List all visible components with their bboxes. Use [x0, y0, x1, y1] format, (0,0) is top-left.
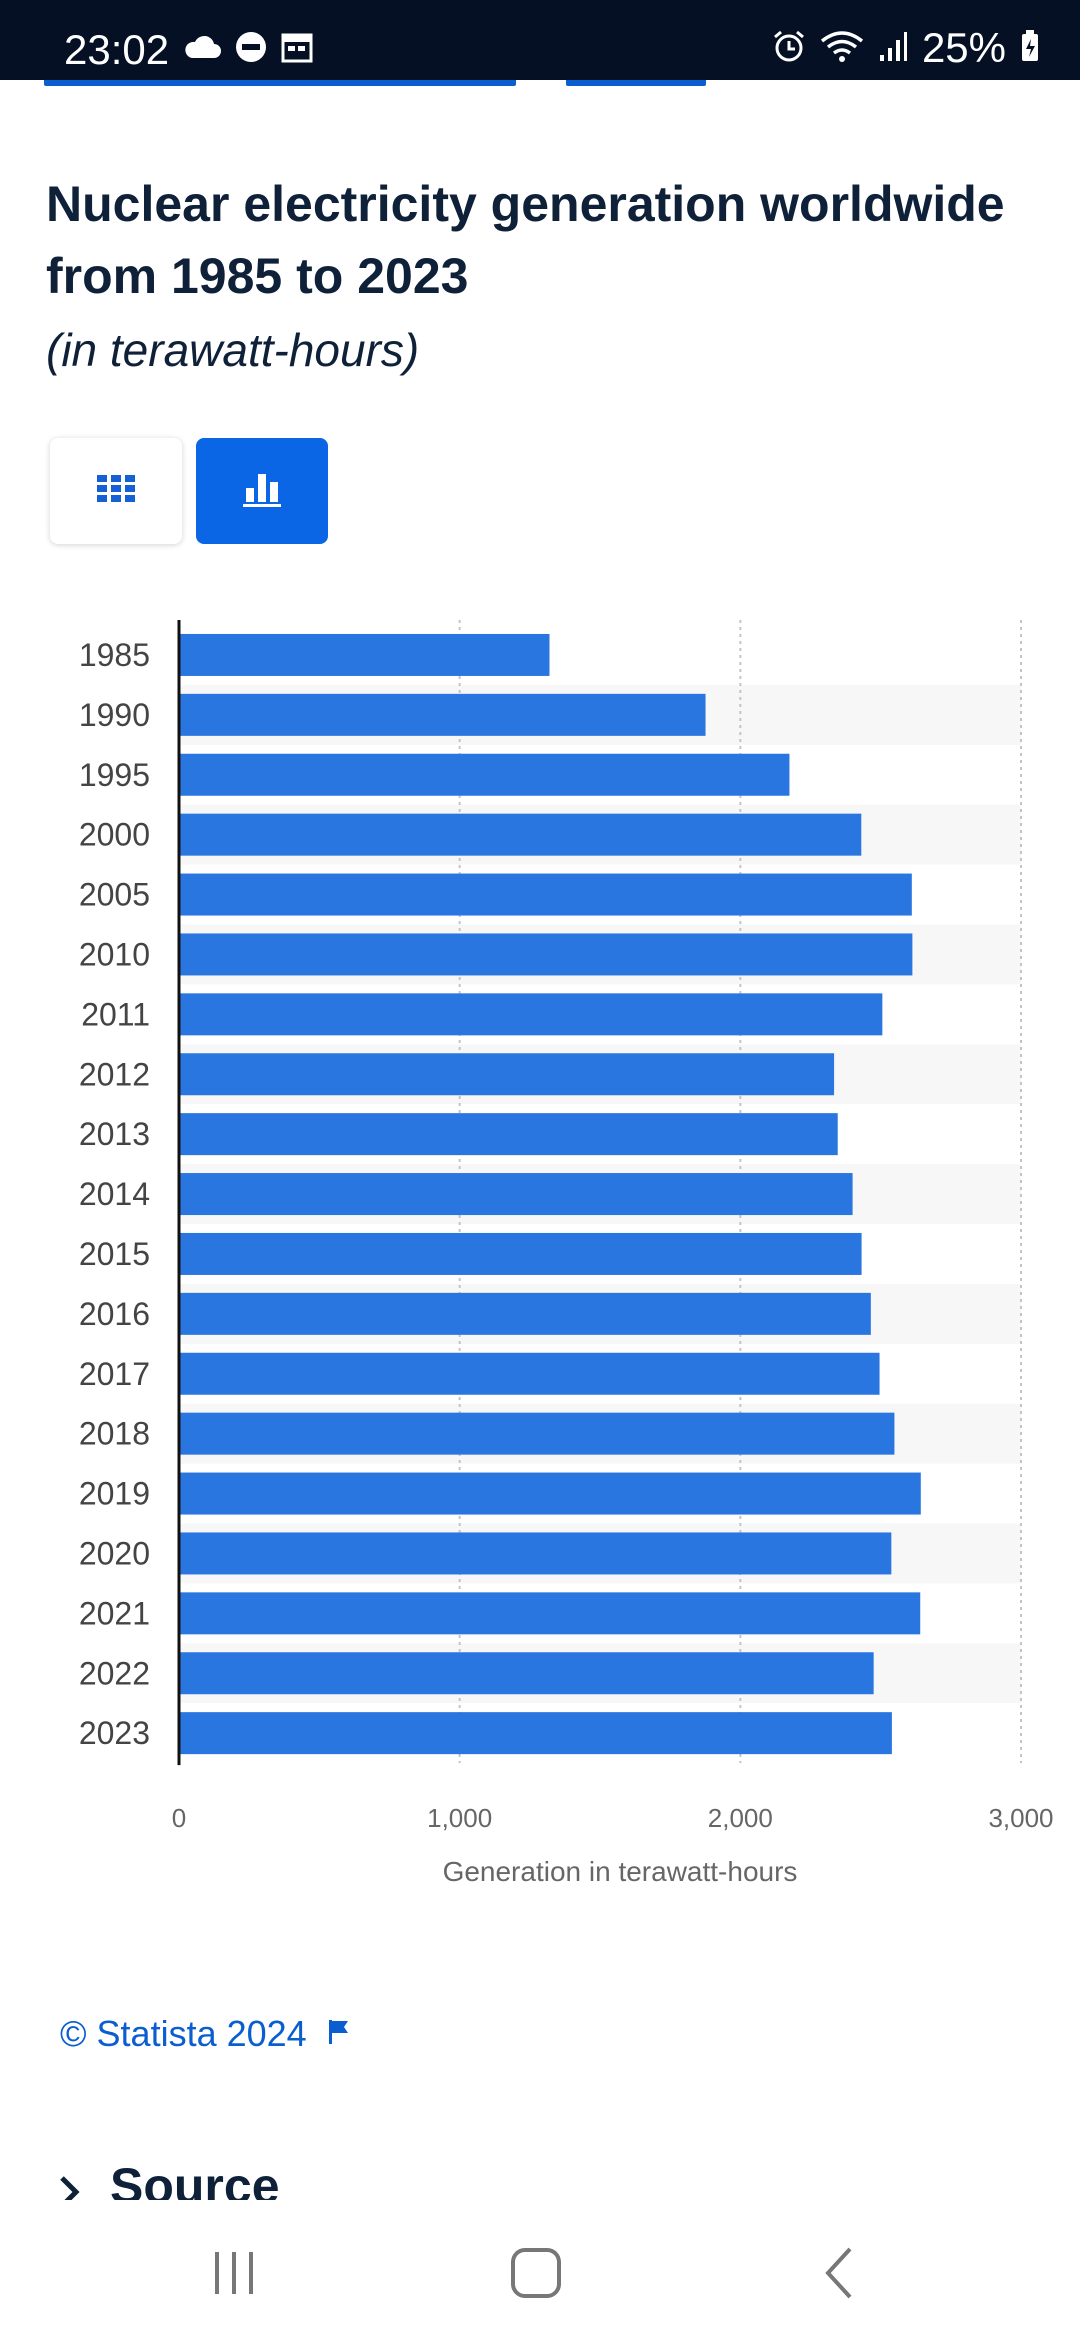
bar-2021[interactable]: [179, 1592, 921, 1635]
bar-2013[interactable]: [179, 1113, 838, 1156]
bar-2022[interactable]: [179, 1652, 874, 1695]
bar-2005[interactable]: [179, 873, 912, 916]
chart-subtitle: (in terawatt-hours): [46, 324, 420, 376]
chart-view-button[interactable]: [196, 438, 328, 544]
copyright-link[interactable]: © Statista 2024: [60, 2006, 351, 2062]
home-icon: [508, 2245, 564, 2306]
cut-off-link[interactable]: [44, 80, 516, 86]
chart-title: Nuclear electricity generation worldwide…: [46, 176, 1005, 304]
copyright-text[interactable]: © Statista 2024: [60, 2013, 307, 2054]
x-axis-title: Generation in terawatt-hours: [443, 1856, 798, 1887]
y-tick-label: 2018: [79, 1416, 150, 1452]
table-view-button[interactable]: [50, 438, 182, 544]
bar-2011[interactable]: [179, 993, 883, 1036]
chevron-right-icon: [56, 2150, 84, 2200]
bar-2016[interactable]: [179, 1292, 871, 1335]
wifi-icon: [820, 29, 864, 68]
bar-2000[interactable]: [179, 813, 862, 856]
home-button[interactable]: [496, 2240, 576, 2310]
bar-2015[interactable]: [179, 1232, 862, 1275]
back-icon: [820, 2245, 860, 2306]
y-tick-label: 2000: [79, 817, 150, 853]
bar-2018[interactable]: [179, 1412, 895, 1455]
x-tick-label: 1,000: [427, 1803, 492, 1833]
y-tick-label: 2023: [79, 1715, 150, 1751]
table-icon: [96, 474, 136, 509]
cut-off-links: [0, 80, 1080, 90]
x-tick-label: 2,000: [708, 1803, 773, 1833]
bar-2020[interactable]: [179, 1532, 892, 1575]
source-expander[interactable]: Source: [56, 2150, 656, 2200]
signal-icon: [878, 29, 908, 68]
bar-1990[interactable]: [179, 693, 706, 736]
y-tick-label: 1985: [79, 637, 150, 673]
y-axis-labels: 1985 1990 1995 2000 2005 2010 2011 2012 2013 2014…: [79, 637, 150, 1751]
navigation-bar: [0, 2206, 1080, 2340]
status-icons-right: 25%: [772, 24, 1040, 72]
bar-2014[interactable]: [179, 1173, 853, 1216]
status-time: 23:02: [64, 26, 170, 73]
back-button[interactable]: [800, 2240, 880, 2310]
cloud-icon: [182, 34, 222, 65]
battery-charging-icon: [1020, 29, 1040, 68]
y-tick-label: 2010: [79, 936, 150, 972]
y-tick-label: 2012: [79, 1056, 150, 1092]
y-tick-label: 2020: [79, 1535, 150, 1571]
y-tick-label: 1990: [79, 697, 150, 733]
battery-level: 25%: [921, 24, 1006, 71]
recent-apps-icon: [209, 2248, 259, 2303]
y-tick-label: 2014: [79, 1176, 150, 1212]
y-tick-label: 2011: [81, 996, 150, 1032]
bars: [179, 633, 921, 1755]
source-label: Source: [110, 2158, 280, 2200]
y-tick-label: 2013: [79, 1116, 150, 1152]
y-tick-label: 2021: [79, 1595, 150, 1631]
bar-2023[interactable]: [179, 1712, 892, 1755]
status-icons-left: [182, 30, 314, 69]
y-tick-label: 2017: [79, 1356, 150, 1392]
y-tick-label: 2015: [79, 1236, 150, 1272]
bar-2017[interactable]: [179, 1352, 880, 1395]
x-tick-label: 3,000: [988, 1803, 1053, 1833]
bar-1985[interactable]: [179, 633, 550, 676]
bar-2010[interactable]: [179, 933, 913, 976]
y-tick-label: 2005: [79, 877, 150, 913]
cut-off-link[interactable]: [566, 80, 706, 86]
y-tick-label: 2016: [79, 1296, 150, 1332]
bar-2019[interactable]: [179, 1472, 921, 1515]
status-bar: 23:02 25%: [0, 0, 1080, 80]
bar-2012[interactable]: [179, 1053, 835, 1096]
x-tick-label: 0: [172, 1803, 186, 1833]
bar-chart-icon: [243, 470, 281, 513]
y-tick-label: 1995: [79, 757, 150, 793]
bar-1995[interactable]: [179, 753, 790, 796]
x-axis-labels: 0 1,000 2,000 3,000: [172, 1803, 1054, 1833]
flag-icon[interactable]: [327, 2006, 351, 2062]
recent-apps-button[interactable]: [194, 2240, 274, 2310]
do-not-disturb-icon: [234, 30, 268, 69]
y-tick-label: 2022: [79, 1655, 150, 1691]
bar-chart: 1985 1990 1995 2000 2005 2010 2011 2012 2013 2014…: [79, 620, 1054, 1887]
y-tick-label: 2019: [79, 1476, 150, 1512]
alarm-icon: [772, 29, 806, 68]
calendar-icon: [280, 30, 314, 69]
